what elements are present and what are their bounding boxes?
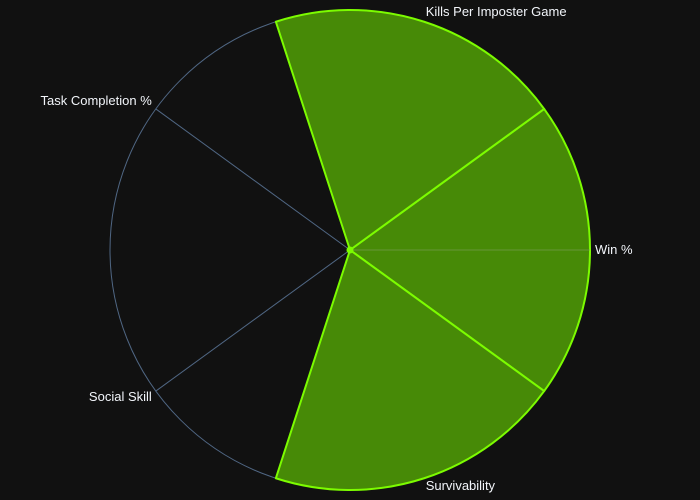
sector-kills-per-imposter-game[interactable] — [274, 9, 546, 251]
center-marker — [346, 246, 354, 254]
polar-data — [274, 9, 591, 491]
sector-survivability[interactable] — [274, 249, 546, 491]
radial-grid-line-social-skill — [155, 249, 351, 392]
axis-label-win-pct: Win % — [595, 242, 633, 257]
axis-labels: Win % Kills Per Imposter Game Task Complet… — [41, 4, 633, 493]
axis-label-kills-per-imposter-game: Kills Per Imposter Game — [426, 4, 567, 19]
axis-label-survivability: Survivability — [426, 478, 496, 493]
axis-label-task-completion-pct: Task Completion % — [41, 93, 153, 108]
axis-label-social-skill: Social Skill — [89, 389, 152, 404]
radial-grid-line-task-completion-pct — [155, 108, 351, 251]
